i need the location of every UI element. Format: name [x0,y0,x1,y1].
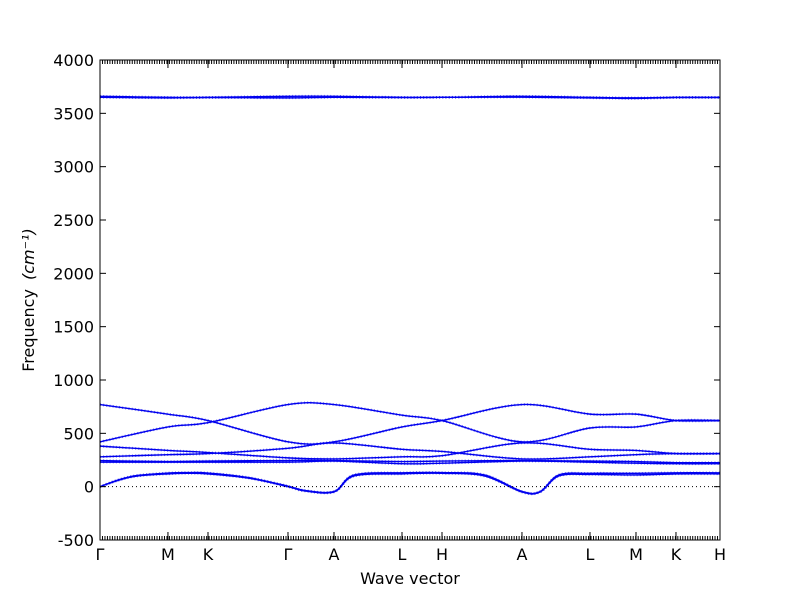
x-axis-label: Wave vector [360,569,460,588]
x-tick-label: H [714,545,726,564]
x-tick-label: K [671,545,682,564]
y-axis-ticks: -500 0 500 1000 1500 2000 2500 3000 3500 4000 [53,51,720,550]
x-tick-label: M [629,545,643,564]
y-tick-label: 4000 [53,51,94,70]
y-tick-label: 1500 [53,318,94,337]
band-8-line [99,403,721,445]
y-tick-label: 1000 [53,371,94,390]
band-10-line [99,95,721,99]
band-1-line [99,472,721,495]
x-tick-label: L [586,545,595,564]
y-axis-label: Frequency (cm⁻¹) [19,228,38,371]
y-axis-label-unit: (cm⁻¹) [19,228,38,280]
y-tick-label: 2000 [53,264,94,283]
y-tick-label: 500 [63,424,94,443]
y-axis-label-text: Frequency [19,289,38,372]
y-tick-label: 3500 [53,104,94,123]
band-6-line [99,442,721,460]
y-tick-label: -500 [58,531,94,550]
x-tick-label: A [516,545,527,564]
band-5-line [99,442,721,460]
y-tick-label: 0 [84,478,94,497]
x-tick-label: Γ [96,545,105,564]
x-tick-label: A [329,545,340,564]
band-1-markers [99,471,721,496]
band-lines [99,94,721,496]
x-tick-label: Γ [284,545,293,564]
band-7-line [99,402,721,443]
x-tick-label: H [436,545,448,564]
y-tick-label: 2500 [53,211,94,230]
x-tick-label: M [161,545,175,564]
x-tick-label: K [203,545,214,564]
band-7-markers [99,401,721,444]
plot-frame [99,59,721,541]
y-tick-label: 3000 [53,158,94,177]
x-tick-label: L [398,545,407,564]
band-4-line [99,459,721,464]
band-2-line [99,471,721,495]
